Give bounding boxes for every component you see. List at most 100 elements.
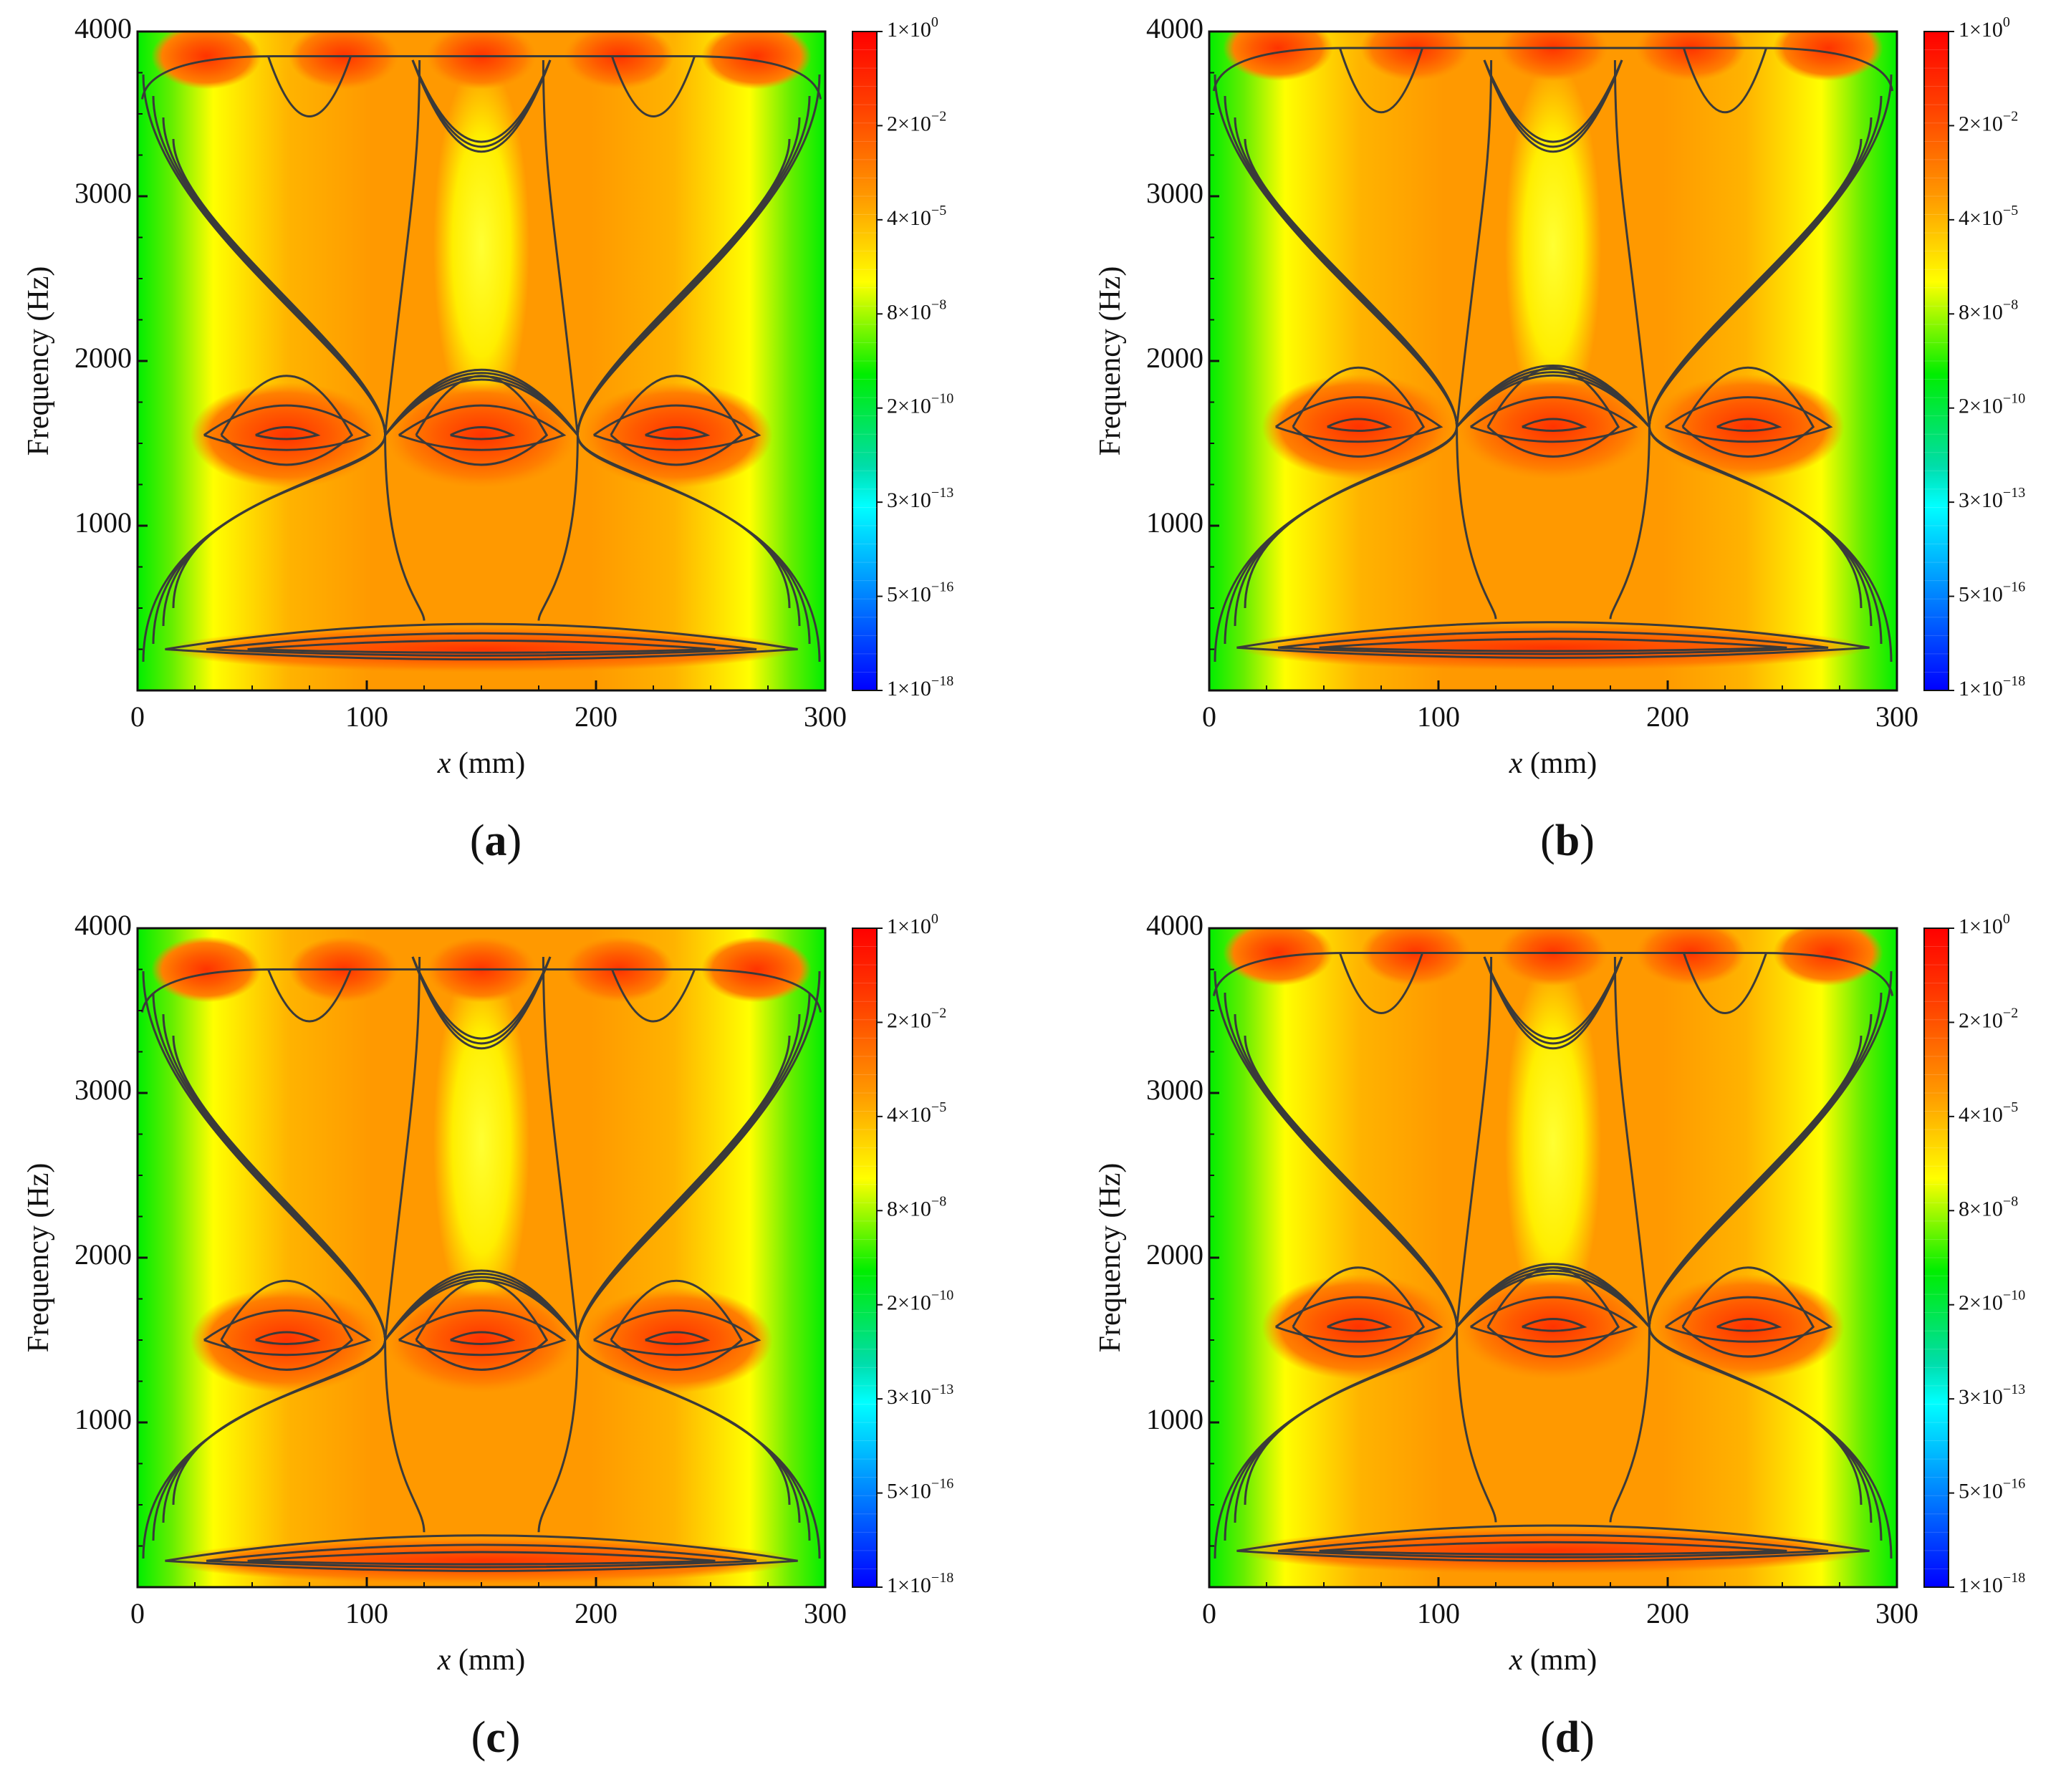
contour-line xyxy=(1613,59,1651,428)
contour-line xyxy=(1456,371,1651,428)
colorbar-label: 1×100 xyxy=(1959,911,2010,938)
colorbar xyxy=(1923,31,1949,691)
hotspot-band-high xyxy=(426,32,537,90)
contour-line xyxy=(1456,956,1493,1327)
contour-line xyxy=(1244,426,1459,609)
contour-line xyxy=(592,404,761,451)
contour-line xyxy=(1277,630,1829,655)
hotspot-band-mid xyxy=(580,1287,773,1393)
contour-line xyxy=(542,956,579,1341)
y-axis-label: Frequency (Hz) xyxy=(22,1163,55,1353)
x-tick-label: 100 xyxy=(345,700,388,733)
contour-line xyxy=(266,56,352,117)
hotspot-band-mid xyxy=(385,382,578,488)
contour-line xyxy=(1486,366,1620,458)
colorbar-label: 8×10−8 xyxy=(1959,297,2018,324)
x-tick-label: 100 xyxy=(345,1597,388,1629)
colorbar-label: 1×10−18 xyxy=(1959,673,2025,700)
hotspot-band-high xyxy=(1773,32,1883,81)
y-tick-label: 3000 xyxy=(75,1074,132,1106)
panel-label: (a) xyxy=(470,816,522,865)
contour-line xyxy=(255,1331,321,1346)
y-tick-label: 4000 xyxy=(75,12,132,44)
contour-line xyxy=(1648,426,1863,609)
hotspot-band-mid xyxy=(1456,1274,1650,1380)
contour-lines xyxy=(1212,952,1894,1563)
contour-line xyxy=(384,956,421,1341)
contour-line xyxy=(1522,418,1587,433)
contour-line xyxy=(1483,956,1623,1040)
contour-line xyxy=(384,1273,579,1341)
hotspot-band-high xyxy=(289,32,399,90)
contour-line xyxy=(267,968,352,1023)
y-tick-label: 2000 xyxy=(1146,342,1203,374)
hotspot-band-high xyxy=(151,936,261,1003)
x-axis-label: x (mm) xyxy=(1509,747,1597,780)
contour-line xyxy=(165,622,798,661)
hotspot-band-mid xyxy=(1262,374,1455,480)
contour-line xyxy=(220,1279,354,1371)
panel-label: (c) xyxy=(471,1713,521,1762)
x-tick-label: 200 xyxy=(575,700,618,733)
y-tick-label: 2000 xyxy=(1146,1238,1203,1271)
contour-line xyxy=(247,639,716,654)
heatmap-field xyxy=(138,32,825,690)
contour-line xyxy=(1648,1035,1863,1327)
contour-line xyxy=(610,375,744,466)
panel-label: (d) xyxy=(1540,1713,1595,1762)
heatmap-field xyxy=(138,928,825,1587)
contour-line xyxy=(576,1339,791,1506)
contour-line xyxy=(1469,396,1638,443)
contour-line xyxy=(1292,1266,1426,1358)
contour-line xyxy=(542,59,579,435)
colorbar-label: 5×10−16 xyxy=(887,1475,953,1503)
panel-c: 4000 3000 2000 1000 0 100 200 300 Frequency (Hz)… xyxy=(14,909,1075,1785)
panel-label: (b) xyxy=(1540,816,1595,865)
hotspot-band-mid xyxy=(1262,1274,1455,1380)
contour-line xyxy=(1759,47,1894,92)
x-axis-label: x (mm) xyxy=(437,1644,525,1677)
hotspot-band-mid xyxy=(190,1287,383,1393)
contour-line xyxy=(1609,1326,1651,1523)
contour-line xyxy=(1759,952,1894,996)
contour-line xyxy=(165,1534,798,1572)
y-tick-label: 3000 xyxy=(1146,177,1203,209)
contour-line xyxy=(206,1543,757,1569)
contour-line xyxy=(203,404,372,451)
y-tick-label: 3000 xyxy=(75,177,132,209)
contour-line xyxy=(415,1279,549,1371)
contour-line xyxy=(384,378,579,436)
colorbar-label: 2×10−10 xyxy=(887,1287,953,1314)
contour-line xyxy=(172,435,387,609)
hotspot-band-mid xyxy=(190,382,383,488)
x-tick-label: 300 xyxy=(1875,700,1918,733)
contour-line xyxy=(384,435,426,621)
contour-line xyxy=(384,1269,579,1341)
x-tick-label: 0 xyxy=(1202,700,1216,733)
contour-line xyxy=(1483,59,1623,148)
colorbar-label: 2×10−2 xyxy=(1959,108,2018,135)
contour-line xyxy=(1456,1266,1651,1328)
contour-line xyxy=(645,425,711,440)
contour-line xyxy=(1277,1533,1829,1559)
contour-line xyxy=(255,425,321,440)
contour-line xyxy=(1682,47,1768,114)
y-tick-label: 4000 xyxy=(75,909,132,941)
y-tick-label: 2000 xyxy=(75,342,132,374)
contour-line xyxy=(384,1279,579,1341)
contour-line xyxy=(1456,367,1651,428)
contour-line xyxy=(1212,952,1347,996)
contour-line xyxy=(1212,47,1347,92)
contour-line xyxy=(611,968,696,1023)
colorbar xyxy=(852,31,878,691)
colorbar-label: 2×10−2 xyxy=(887,108,946,135)
contour-line xyxy=(384,372,579,436)
contour-line xyxy=(1456,1263,1651,1328)
hotspot-band-high xyxy=(564,32,674,90)
contour-line xyxy=(1319,1541,1787,1556)
contour-line xyxy=(1456,1326,1497,1523)
contour-line xyxy=(645,1331,711,1346)
hotspot-band-mid xyxy=(1456,374,1650,480)
heatmap-field xyxy=(1209,928,1897,1587)
y-tick-label: 1000 xyxy=(75,1403,132,1435)
